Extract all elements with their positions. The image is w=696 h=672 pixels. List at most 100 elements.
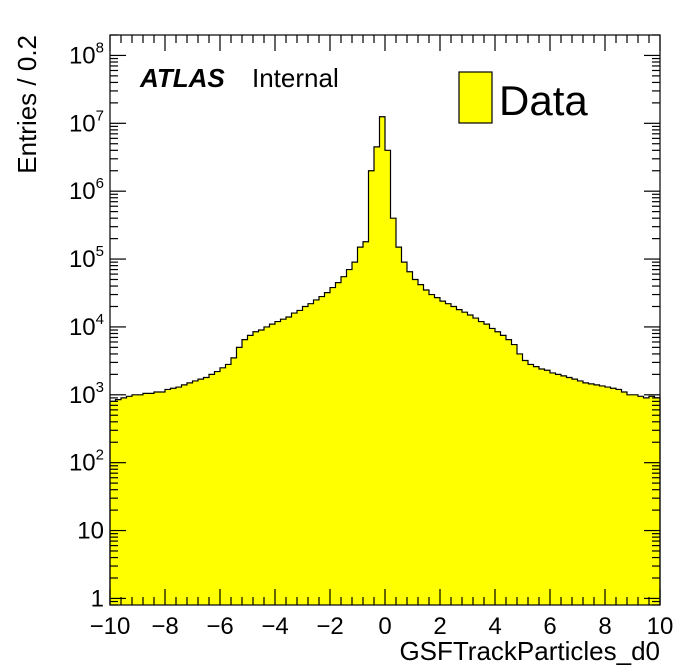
histogram-outline	[109, 116, 661, 605]
histogram-bar	[313, 299, 320, 605]
histogram-bar	[610, 388, 617, 605]
histogram-bar	[324, 292, 331, 605]
histogram-bar	[588, 383, 595, 605]
legend-label-data: Data	[499, 77, 588, 124]
histogram-bar	[594, 384, 600, 605]
histogram-bar	[533, 366, 540, 605]
histogram-bar	[374, 146, 380, 605]
histogram-bar	[176, 387, 182, 605]
histogram-bar	[264, 326, 270, 605]
x-tick-label: 2	[433, 613, 446, 640]
histogram-bar	[203, 377, 210, 605]
histogram-bar	[198, 379, 204, 605]
x-tick-label: 8	[598, 613, 611, 640]
histogram-bar	[654, 397, 661, 605]
axis-tick-labels: −10 −8 −6 −4 −2 0 2 4 6 8 10 1 10 102 103 104 105 106 107 1…	[69, 39, 673, 640]
y-tick-label: 1	[91, 585, 104, 612]
histogram-bar	[379, 116, 386, 606]
x-tick-label: −2	[316, 613, 343, 640]
histogram-bar	[165, 389, 171, 605]
histogram-bar	[566, 377, 573, 605]
legend: Data	[458, 71, 588, 124]
histogram-bar	[467, 314, 474, 605]
histogram-bar	[423, 289, 430, 605]
atlas-label-internal: Internal	[252, 63, 339, 93]
histogram-bar	[385, 150, 391, 605]
histogram-bar	[363, 241, 369, 605]
histogram-bar	[154, 391, 160, 605]
histogram-bar	[341, 276, 347, 605]
y-tick-label: 104	[69, 311, 104, 341]
histogram-bar	[412, 279, 419, 605]
histogram-bar	[561, 375, 567, 605]
histogram-bar	[434, 297, 441, 605]
histogram-bar	[110, 401, 116, 605]
histogram-bar	[269, 324, 276, 605]
histogram-bar	[649, 396, 655, 605]
histogram-bar	[258, 330, 265, 605]
y-tick-label: 10	[77, 518, 104, 545]
histogram-bar	[511, 344, 518, 605]
histogram-bar	[451, 306, 457, 605]
histogram-bar	[121, 397, 127, 605]
histogram-bar	[621, 391, 628, 605]
histogram-bar	[192, 380, 199, 605]
histogram-bar	[500, 335, 507, 605]
histogram-bar	[115, 399, 122, 605]
histogram-bar	[209, 374, 215, 605]
histogram-bar	[390, 218, 397, 605]
histogram-bar	[286, 317, 292, 605]
histogram-bar	[126, 396, 133, 605]
histogram-bar	[231, 357, 237, 605]
histogram-bar	[170, 388, 177, 605]
histogram-bar	[506, 339, 512, 605]
histogram-bar	[308, 303, 314, 605]
atlas-label-bold: ATLAS	[139, 63, 225, 93]
histogram-bar	[368, 170, 375, 606]
histogram-bar	[440, 301, 446, 605]
histogram-bar	[555, 374, 562, 605]
histogram-bar	[242, 339, 248, 605]
histogram-bar	[632, 394, 639, 605]
x-tick-label: −10	[90, 613, 131, 640]
histogram-bar	[577, 380, 584, 605]
y-axis-title: Entries / 0.2	[12, 35, 42, 174]
atlas-label: ATLAS Internal	[139, 63, 339, 93]
histogram-bar	[280, 319, 287, 605]
histogram-bar	[132, 394, 138, 605]
histogram-bar	[643, 397, 650, 605]
histogram-bar	[297, 310, 303, 605]
y-tick-label: 103	[69, 379, 104, 409]
histogram-bar	[599, 385, 606, 605]
histogram-bar	[247, 335, 254, 605]
histogram-bar	[456, 309, 463, 605]
histogram-bar	[638, 396, 644, 605]
histogram-bar	[473, 318, 479, 605]
histogram-bar	[401, 262, 408, 605]
histogram-bar	[335, 282, 342, 605]
histogram-bar	[583, 382, 589, 605]
x-tick-label: 0	[378, 613, 391, 640]
histogram-bars	[110, 116, 661, 606]
x-tick-label: −8	[151, 613, 178, 640]
y-tick-label: 106	[69, 175, 104, 205]
histogram-bar	[291, 313, 298, 605]
y-tick-label: 102	[69, 447, 104, 477]
histogram-bar	[346, 269, 353, 605]
histogram-bar	[544, 370, 551, 605]
histogram-bar	[357, 247, 364, 605]
histogram-bar	[484, 324, 490, 605]
histogram-bar	[137, 394, 144, 605]
histogram-bar	[220, 367, 226, 605]
histogram-bar	[478, 321, 485, 605]
legend-swatch-data	[458, 71, 493, 124]
histogram-bar	[495, 331, 501, 605]
histogram-bar	[225, 364, 232, 605]
histogram-bar	[143, 393, 149, 605]
histogram-bar	[539, 368, 545, 605]
x-tick-label: −6	[206, 613, 233, 640]
histogram-bar	[159, 391, 166, 605]
x-tick-label: 6	[543, 613, 556, 640]
histogram-bar	[319, 296, 325, 605]
